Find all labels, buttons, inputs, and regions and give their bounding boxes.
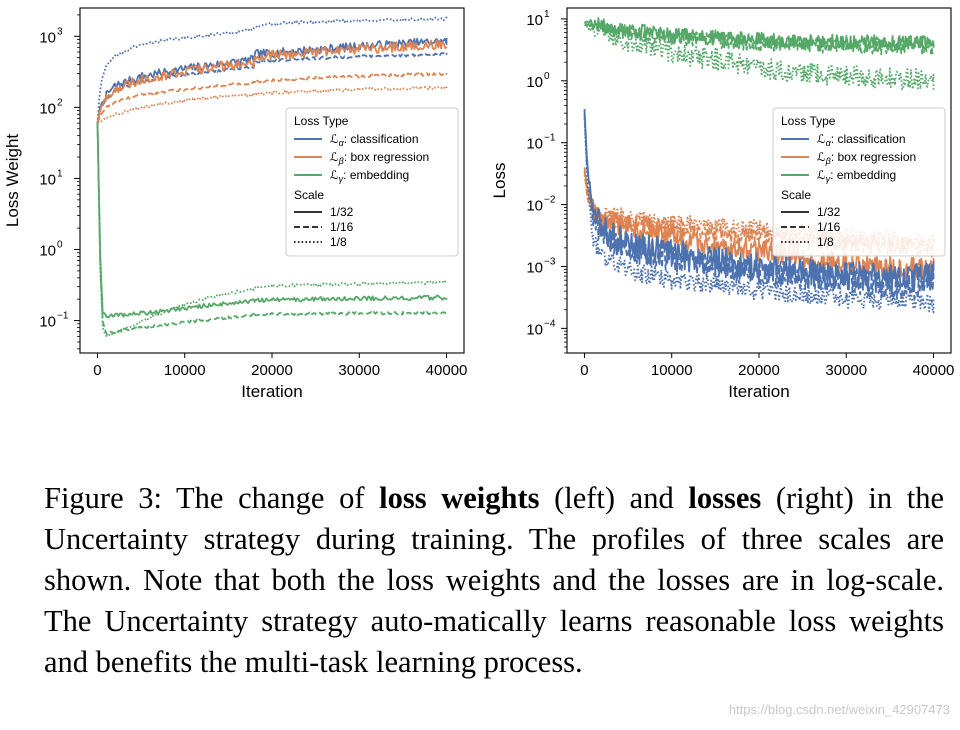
legend-item-label: ℒγ: embedding	[817, 168, 896, 184]
y-tick-label: 10	[39, 100, 56, 117]
legend-item-label: ℒβ: box regression	[330, 150, 429, 166]
caption-middle: (left) and	[539, 481, 689, 515]
legend-item-label: ℒα: classification	[330, 132, 419, 148]
x-axis-label: Iteration	[728, 382, 789, 401]
x-tick-label: 10000	[651, 362, 693, 379]
legend-item-label: ℒα: classification	[817, 132, 906, 148]
series-classification-1-16	[583, 113, 935, 300]
legend: Loss Type ℒα: classification ℒβ: box regre…	[772, 107, 946, 257]
y-tick-label: 10	[39, 314, 56, 331]
y-tick-exponent: −2	[544, 195, 556, 206]
legend-scale-label: 1/32	[330, 205, 354, 219]
legend-scale-label: 1/32	[817, 205, 841, 219]
legend-title: Loss Type	[781, 114, 836, 128]
figure-caption: Figure 3: The change of loss weights (le…	[44, 478, 944, 683]
series-box-regression-1-8	[97, 85, 448, 124]
y-tick-label: 10	[526, 198, 543, 215]
y-tick-exponent: −1	[57, 311, 69, 322]
y-tick-exponent: −4	[544, 318, 556, 329]
legend-item-label: ℒβ: box regression	[817, 150, 916, 166]
y-tick-label: 10	[39, 29, 56, 46]
x-tick-label: 10000	[164, 362, 206, 379]
y-axis-label: Loss	[490, 163, 509, 199]
legend-scale-label: 1/16	[330, 220, 354, 234]
series-embedding-1-32	[96, 123, 448, 319]
x-tick-label: 20000	[738, 362, 780, 379]
legend-scale-label: 1/8	[330, 235, 347, 249]
y-tick-label: 10	[526, 136, 543, 153]
series-embedding-1-8	[96, 123, 448, 337]
legend-scale-title: Scale	[781, 188, 811, 202]
x-tick-label: 0	[580, 362, 588, 379]
series-embedding-1-32	[583, 17, 935, 52]
caption-prefix: Figure 3: The change of	[44, 481, 380, 515]
series-classification-1-8	[583, 118, 935, 314]
series-box-regression-1-32	[96, 39, 448, 124]
caption-bold-losses: losses	[688, 481, 762, 515]
legend-box	[285, 107, 459, 257]
legend-item-label: ℒγ: embedding	[330, 168, 409, 184]
y-tick-exponent: 3	[57, 26, 63, 37]
x-tick-label: 40000	[913, 362, 955, 379]
x-axis-label: Iteration	[241, 382, 302, 401]
y-tick-label: 10	[526, 74, 543, 91]
y-tick-exponent: 2	[57, 97, 63, 108]
legend-box	[772, 107, 946, 257]
plot-lines	[96, 16, 448, 337]
series-box-regression-1-16	[96, 72, 448, 124]
legend: Loss Type ℒα: classification ℒβ: box regre…	[285, 107, 459, 257]
series-box-regression-1-32	[583, 167, 935, 281]
series-box-regression-1-8	[583, 174, 935, 251]
y-tick-exponent: 1	[544, 9, 550, 20]
y-tick-exponent: −1	[544, 133, 556, 144]
y-tick-label: 10	[39, 171, 56, 188]
series-embedding-1-16	[96, 123, 448, 336]
caption-bold-loss-weights: loss weights	[379, 481, 540, 515]
y-tick-exponent: 0	[544, 71, 550, 82]
x-tick-label: 40000	[426, 362, 468, 379]
y-tick-label: 10	[526, 321, 543, 338]
legend-scale-label: 1/16	[817, 220, 841, 234]
x-tick-label: 20000	[251, 362, 293, 379]
legend-scale-label: 1/8	[817, 235, 834, 249]
legend-title: Loss Type	[294, 114, 349, 128]
y-tick-label: 10	[39, 243, 56, 260]
caption-rest: (right) in the Uncertainty strategy duri…	[44, 481, 945, 679]
y-tick-label: 10	[526, 259, 543, 276]
y-tick-exponent: 0	[57, 240, 63, 251]
series-embedding-1-16	[584, 19, 935, 56]
legend-scale-title: Scale	[294, 188, 324, 202]
y-tick-exponent: 1	[57, 168, 63, 179]
y-tick-exponent: −3	[544, 256, 556, 267]
x-tick-label: 30000	[825, 362, 867, 379]
series-classification-1-8	[96, 16, 448, 124]
y-tick-label: 10	[526, 12, 543, 29]
y-axis-label: Loss Weight	[3, 134, 22, 228]
x-tick-label: 30000	[338, 362, 380, 379]
x-tick-label: 0	[93, 362, 101, 379]
watermark: https://blog.csdn.net/weixin_42907473	[728, 702, 950, 717]
